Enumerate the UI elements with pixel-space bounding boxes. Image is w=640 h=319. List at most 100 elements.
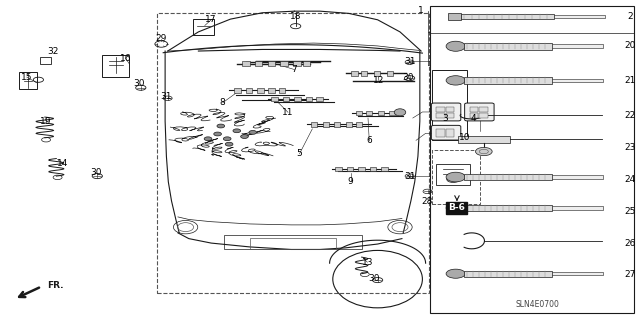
Text: 30: 30 [369,274,380,283]
Text: SLN4E0700: SLN4E0700 [516,300,559,309]
Bar [479,113,488,118]
FancyBboxPatch shape [431,103,461,121]
Text: FR.: FR. [47,281,63,290]
Text: 22: 22 [625,111,636,120]
Bar [436,107,445,112]
Bar [279,88,285,93]
Bar [246,88,252,93]
Text: 15: 15 [21,73,33,82]
Text: 12: 12 [373,76,385,85]
Circle shape [214,132,221,136]
Bar [463,205,552,211]
Bar [351,71,358,76]
Bar [432,70,467,140]
Bar [463,77,552,84]
FancyBboxPatch shape [431,125,461,140]
Text: 4: 4 [471,114,476,123]
Bar [461,14,554,19]
Text: 31: 31 [404,172,416,181]
Bar [311,122,317,127]
Bar [448,13,461,20]
Bar [436,113,445,118]
Circle shape [223,137,231,141]
Bar [552,272,603,275]
Bar [387,71,393,76]
Text: 27: 27 [625,271,636,279]
Bar [430,6,634,313]
Bar [358,167,365,171]
Text: 28: 28 [422,197,433,206]
Bar [303,61,310,66]
Bar [378,111,384,115]
Bar [283,97,289,101]
Bar [224,235,362,249]
Ellipse shape [446,76,465,85]
Text: 20: 20 [625,41,636,50]
Bar [381,167,388,171]
Bar [479,107,488,112]
Bar [374,71,380,76]
Text: 24: 24 [625,175,636,184]
Bar [257,88,264,93]
Text: 5: 5 [297,149,302,158]
Bar [356,111,362,115]
Bar [552,175,603,179]
Text: 26: 26 [625,239,636,248]
Bar [255,61,262,66]
Ellipse shape [394,109,406,116]
Circle shape [249,130,257,134]
Ellipse shape [446,204,465,212]
Text: 19: 19 [40,117,52,126]
Text: 16: 16 [120,54,131,63]
Text: 30: 30 [403,73,414,82]
Ellipse shape [446,172,465,182]
Bar [356,122,362,127]
Circle shape [204,137,212,141]
Text: 8: 8 [220,98,225,107]
Bar [463,271,552,277]
Bar [552,206,603,210]
Bar [463,43,552,49]
Circle shape [241,135,248,138]
Bar [554,15,605,18]
Text: 7: 7 [292,65,297,74]
Bar [293,61,301,66]
Text: 2: 2 [628,12,633,21]
Circle shape [217,124,225,128]
Text: 21: 21 [625,76,636,85]
Bar [157,13,429,293]
Bar [446,113,454,118]
Bar [347,167,353,171]
Text: 30: 30 [90,168,102,177]
Bar [446,107,454,112]
Bar [552,44,603,48]
Bar [552,78,603,82]
Text: 1: 1 [419,6,424,15]
Bar [250,238,336,249]
Bar [432,150,480,204]
Bar [242,61,250,66]
Bar [271,97,278,101]
Text: 13: 13 [362,258,373,267]
Bar [470,113,478,118]
Bar [268,88,275,93]
Bar [280,61,288,66]
Circle shape [447,176,460,182]
Text: 14: 14 [57,159,68,168]
Bar [268,61,275,66]
Text: B-6: B-6 [448,204,465,212]
Ellipse shape [446,269,465,278]
Circle shape [476,147,492,156]
Bar [306,97,312,101]
Text: 30: 30 [134,79,145,88]
Bar [294,97,301,101]
Text: 6: 6 [367,137,372,145]
Bar [436,130,445,137]
Text: 17: 17 [205,15,217,24]
Bar [361,71,367,76]
Bar [323,122,329,127]
Text: 25: 25 [625,207,636,216]
Bar [463,174,552,180]
Text: 23: 23 [625,143,636,152]
Bar [346,122,352,127]
